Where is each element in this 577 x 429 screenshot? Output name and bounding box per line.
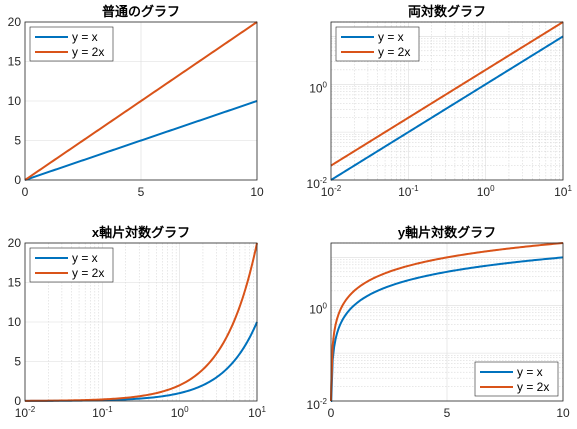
subplot-1: 普通のグラフ 0 5 10 0 5 10 15 20 y = xy = 2x bbox=[8, 4, 264, 199]
axes-box bbox=[330, 242, 564, 402]
series-line-1 bbox=[330, 256, 564, 402]
x-tick-label: 10-2 bbox=[321, 184, 342, 199]
y-tick-label: 5 bbox=[14, 355, 21, 369]
x-tick-label: 10-1 bbox=[92, 405, 113, 420]
subplot-title: 普通のグラフ bbox=[102, 4, 180, 19]
axes-box bbox=[24, 21, 258, 181]
x-tick-label: 0 bbox=[328, 406, 335, 420]
subplot-title: x軸片対数グラフ bbox=[92, 225, 190, 240]
legend-label: y = 2x bbox=[72, 266, 104, 280]
series-line-2 bbox=[25, 242, 258, 402]
x-tick-label: 10-1 bbox=[398, 184, 419, 199]
x-tick-label: 5 bbox=[444, 406, 451, 420]
y-tick-label: 10 bbox=[8, 315, 22, 329]
x-tick-label: 10 bbox=[556, 406, 570, 420]
y-tick-label: 10-2 bbox=[307, 176, 328, 191]
legend-label: y = x bbox=[517, 365, 543, 379]
series-line-2 bbox=[24, 21, 258, 181]
legend-label: y = 2x bbox=[517, 380, 549, 394]
legend: y = xy = 2x bbox=[335, 26, 420, 62]
y-tick-label: 5 bbox=[14, 134, 21, 148]
y-tick-label: 0 bbox=[14, 394, 21, 408]
y-tick-label: 0 bbox=[14, 173, 21, 187]
axes-box bbox=[24, 242, 258, 402]
legend-label: y = x bbox=[72, 251, 98, 265]
x-tick-label: 101 bbox=[248, 405, 266, 420]
x-tick-label: 101 bbox=[554, 184, 572, 199]
series-line-2 bbox=[330, 242, 564, 402]
legend-label: y = x bbox=[378, 30, 404, 44]
x-tick-label: 0 bbox=[22, 185, 29, 199]
x-tick-label: 5 bbox=[138, 185, 145, 199]
x-tick-label: 100 bbox=[477, 184, 495, 199]
legend: y = xy = 2x bbox=[29, 247, 114, 283]
legend-label: y = 2x bbox=[72, 45, 104, 59]
y-tick-label: 15 bbox=[8, 276, 22, 290]
y-tick-label: 10-2 bbox=[307, 397, 328, 412]
legend-label: y = 2x bbox=[378, 45, 410, 59]
y-tick-label: 20 bbox=[8, 15, 22, 29]
legend-label: y = x bbox=[72, 30, 98, 44]
series-line-1 bbox=[330, 35, 564, 181]
y-tick-label: 10 bbox=[8, 94, 22, 108]
series-line-1 bbox=[24, 100, 258, 181]
subplot-4: y軸片対数グラフ 0 5 10 10-2 100 y = xy = 2x bbox=[307, 225, 570, 420]
subplot-3: x軸片対数グラフ 10-2 10-1 100 101 0 5 10 15 20 y = xy = 2… bbox=[8, 225, 267, 420]
y-tick-label: 15 bbox=[8, 55, 22, 69]
axes-box bbox=[330, 21, 564, 181]
x-tick-label: 100 bbox=[171, 405, 189, 420]
legend: y = xy = 2x bbox=[474, 361, 559, 397]
y-tick-label: 20 bbox=[8, 236, 22, 250]
subplot-title: y軸片対数グラフ bbox=[398, 225, 496, 240]
subplot-title: 両対数グラフ bbox=[408, 4, 486, 19]
x-tick-label: 10 bbox=[250, 185, 264, 199]
y-tick-label: 100 bbox=[309, 80, 327, 95]
subplot-2: 両対数グラフ 10-2 10-1 100 101 10-2 100 y = xy = 2x bbox=[307, 4, 573, 199]
x-tick-label: 10-2 bbox=[15, 405, 36, 420]
y-tick-label: 100 bbox=[309, 301, 327, 316]
series-line-2 bbox=[330, 21, 564, 167]
legend: y = xy = 2x bbox=[29, 26, 114, 62]
